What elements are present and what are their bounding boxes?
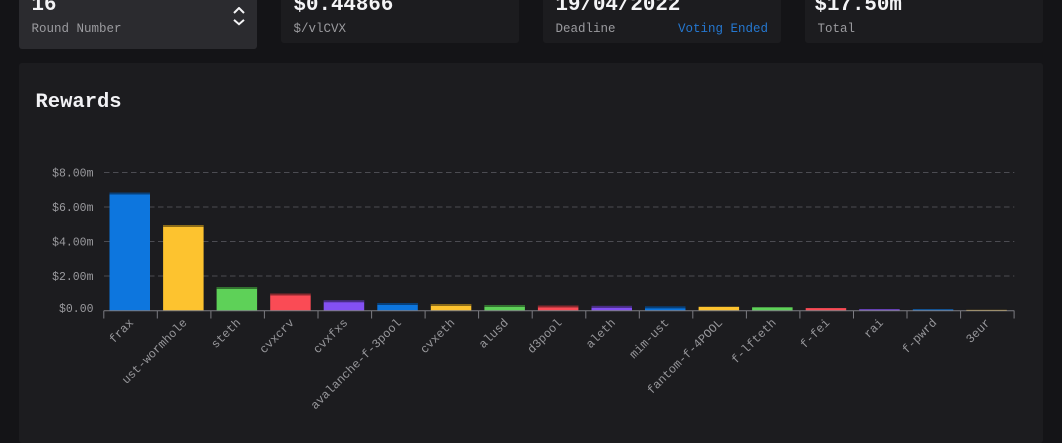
svg-text:$8.00m: $8.00m: [52, 168, 94, 181]
svg-text:aleth: aleth: [583, 316, 618, 351]
svg-text:$2.00m: $2.00m: [52, 271, 94, 284]
svg-text:avalanche-f-3pool: avalanche-f-3pool: [308, 316, 404, 412]
svg-text:$4.00m: $4.00m: [52, 237, 94, 250]
svg-text:rai: rai: [861, 316, 886, 341]
svg-text:3eur: 3eur: [963, 316, 993, 346]
svg-text:f-fei: f-fei: [798, 316, 833, 351]
svg-text:cvxeth: cvxeth: [418, 316, 458, 356]
svg-text:$6.00m: $6.00m: [52, 202, 94, 215]
svg-text:alusd: alusd: [476, 316, 511, 351]
svg-text:cvxfxs: cvxfxs: [311, 316, 351, 356]
svg-text:$0.00: $0.00: [59, 303, 94, 316]
svg-text:f-lfteth: f-lfteth: [729, 316, 780, 367]
svg-text:steth: steth: [209, 316, 244, 351]
svg-text:d3pool: d3pool: [525, 316, 565, 356]
svg-text:mim-ust: mim-ust: [627, 316, 673, 362]
svg-text:f-pwrd: f-pwrd: [900, 316, 940, 356]
svg-text:cvxcrv: cvxcrv: [257, 316, 297, 356]
svg-text:frax: frax: [107, 316, 137, 346]
